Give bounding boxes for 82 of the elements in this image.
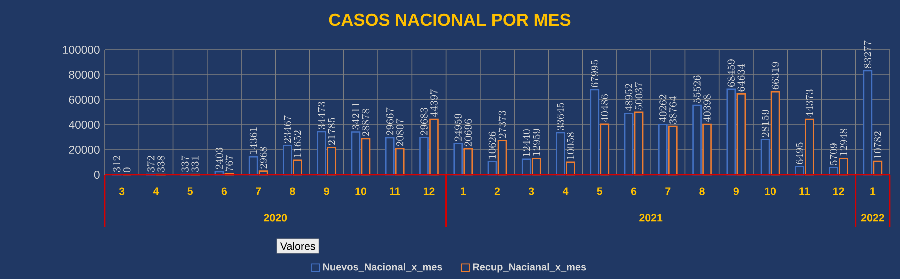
data-label: 20696: [464, 119, 472, 147]
x-tick-label: 4: [562, 188, 569, 196]
x-tick-label: 12: [834, 188, 844, 196]
x-tick-label: 12: [424, 188, 435, 196]
data-label: 33645: [557, 103, 564, 130]
x-tick-label: 7: [256, 188, 262, 196]
legend-label: Nuevos_Nacional_x_mes: [323, 263, 442, 272]
x-tick-label: 1: [870, 188, 876, 196]
data-label: 44397: [430, 89, 438, 118]
data-label: 11652: [294, 130, 302, 158]
data-label: 23467: [284, 116, 292, 144]
data-label: 12948: [840, 128, 848, 156]
data-label: 48952: [625, 84, 633, 112]
data-label: 20807: [396, 118, 404, 146]
x-tick-label: 3: [528, 188, 534, 196]
data-label: 67995: [591, 60, 599, 88]
data-label: 29667: [386, 108, 394, 136]
x-tick-label: 9: [734, 188, 739, 196]
text: 2020: [264, 214, 288, 222]
y-tick-label: 0: [94, 170, 100, 180]
data-label: 5709: [830, 144, 838, 166]
data-label: 10626: [488, 132, 496, 159]
x-tick-label: 11: [800, 188, 810, 196]
y-tick-label: 60000: [69, 96, 100, 104]
x-tick-label: 7: [666, 188, 671, 196]
legend-label: Recup_Nacianal_x_mes: [473, 263, 586, 273]
x-tick-label: 10: [765, 188, 776, 196]
data-label: 40486: [601, 94, 609, 122]
data-label: 14361: [250, 128, 258, 154]
x-tick-label: 3: [119, 188, 125, 196]
data-label: 28878: [362, 109, 370, 136]
data-label: 64634: [738, 64, 746, 92]
data-label: 44373: [806, 90, 814, 118]
y-tick-label: 40000: [69, 120, 100, 130]
x-tick-label: 8: [700, 188, 705, 196]
x-tick-label: 1: [461, 188, 466, 196]
data-label: 338: [158, 156, 165, 172]
data-label: 21785: [328, 118, 336, 146]
data-label: 6495: [796, 142, 804, 164]
x-tick-label: 4: [153, 188, 160, 196]
data-label: 2403: [216, 148, 224, 170]
data-label: 50037: [635, 82, 643, 110]
data-label: 40262: [659, 94, 667, 122]
data-label: 2968: [260, 147, 268, 169]
data-label: 38764: [669, 96, 677, 124]
y-tick-label: 20000: [69, 146, 100, 154]
text: 2022: [861, 214, 884, 222]
x-tick-label: 5: [188, 188, 193, 196]
data-label: 312: [113, 156, 121, 172]
data-label: 40398: [704, 94, 711, 122]
x-tick-label: 9: [324, 188, 330, 196]
data-label: 28159: [762, 110, 770, 138]
x-tick-label: 2: [494, 188, 500, 196]
data-label: 34473: [318, 102, 326, 130]
data-label: 12440: [522, 130, 530, 156]
y-tick-label: 100000: [63, 46, 100, 54]
data-label: 331: [192, 156, 199, 172]
x-tick-label: 5: [597, 188, 603, 196]
x-tick-label: 8: [290, 188, 296, 196]
data-label: 24959: [454, 114, 462, 142]
y-tick-label: 80000: [69, 70, 100, 80]
text: Valores: [280, 242, 316, 250]
data-label: 68459: [728, 60, 736, 87]
data-label: 372: [147, 156, 155, 172]
data-label: 0: [123, 168, 131, 173]
x-tick-label: 6: [631, 188, 637, 196]
x-tick-label: 10: [356, 188, 366, 196]
data-label: 337: [182, 156, 189, 172]
data-label: 55526: [694, 76, 701, 104]
data-label: 83277: [864, 40, 872, 68]
chart-title: CASOS NACIONAL POR MES: [329, 14, 571, 26]
data-label: 34211: [352, 102, 360, 130]
data-label: 767: [226, 155, 234, 172]
data-label: 10058: [567, 132, 574, 160]
data-label: 66319: [772, 62, 780, 90]
text: 2021: [640, 214, 663, 222]
data-label: 10782: [874, 132, 882, 158]
data-label: 12959: [532, 128, 540, 156]
x-tick-label: 6: [222, 188, 228, 196]
data-label: 27373: [498, 110, 506, 138]
x-tick-label: 11: [390, 188, 400, 196]
data-label: 29683: [420, 108, 428, 136]
